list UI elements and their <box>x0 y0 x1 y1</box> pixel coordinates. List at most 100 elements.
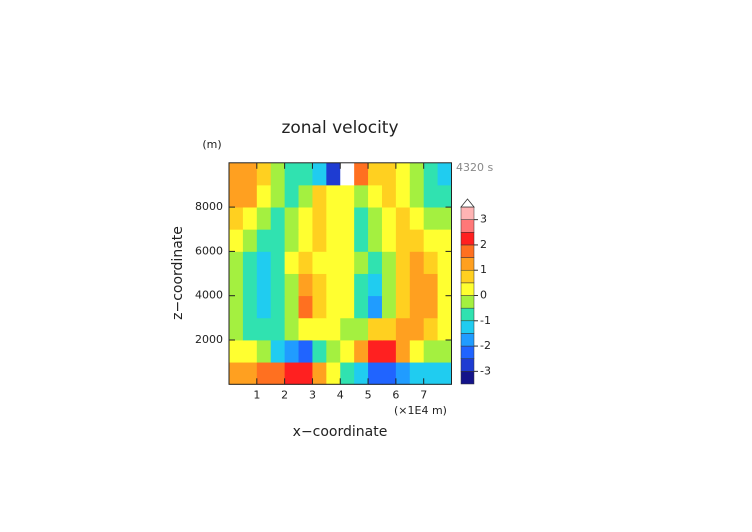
cell <box>326 295 341 319</box>
cell <box>409 251 425 274</box>
colorbar-box <box>460 269 475 284</box>
cell <box>381 229 397 252</box>
cell <box>242 362 258 385</box>
colorbar-box <box>460 333 475 347</box>
cell <box>256 340 272 363</box>
cell <box>284 340 299 363</box>
cell <box>340 251 355 274</box>
cell <box>229 362 244 385</box>
cell <box>326 317 341 341</box>
y-tick-label: 4000 <box>195 289 223 302</box>
cell <box>409 273 425 297</box>
cell <box>340 317 355 341</box>
cell <box>354 184 369 208</box>
colorbar-box <box>460 282 475 296</box>
x-tick-label: 3 <box>309 388 316 401</box>
cell <box>326 340 341 363</box>
chart-title: zonal velocity <box>281 118 398 138</box>
cell <box>381 317 397 341</box>
cell <box>395 162 411 186</box>
cell <box>354 362 369 385</box>
cell <box>340 184 355 208</box>
cell <box>437 229 452 252</box>
x-tick-label: 6 <box>392 388 399 401</box>
cell <box>423 184 438 208</box>
cell <box>312 251 327 274</box>
cell <box>340 273 355 297</box>
cell <box>270 162 286 186</box>
cell <box>409 162 425 186</box>
x-tick-label: 4 <box>337 388 344 401</box>
colorbar-box <box>460 244 475 258</box>
cell <box>229 251 244 274</box>
cell <box>368 273 383 297</box>
cell <box>354 273 369 297</box>
cell <box>395 273 411 297</box>
cell <box>437 340 452 363</box>
cell <box>354 317 369 341</box>
cell <box>284 251 299 274</box>
cell <box>368 317 383 341</box>
cell <box>284 317 299 341</box>
cell <box>409 362 425 385</box>
cell <box>395 229 411 252</box>
cell <box>340 207 355 230</box>
y-tick-label: 6000 <box>195 244 223 257</box>
cell <box>326 207 341 230</box>
colorbar-tick-label: -2 <box>480 339 491 352</box>
cell <box>368 207 383 230</box>
cell <box>312 273 327 297</box>
cell <box>284 295 299 319</box>
cell <box>409 340 425 363</box>
cell <box>256 229 272 252</box>
colorbar-box <box>460 232 475 246</box>
cell <box>284 229 299 252</box>
cell <box>340 295 355 319</box>
cell <box>284 207 299 230</box>
cell <box>423 340 438 363</box>
cell <box>270 317 286 341</box>
cell <box>270 207 286 230</box>
colorbar-box <box>460 307 475 322</box>
colorbar-tick-label: -3 <box>480 364 491 377</box>
cell <box>381 184 397 208</box>
cell <box>242 251 258 274</box>
cell <box>354 251 369 274</box>
cell <box>298 229 313 252</box>
colorbar-box <box>460 320 475 334</box>
cell <box>326 362 341 385</box>
cell <box>270 273 286 297</box>
cell <box>270 362 286 385</box>
cell <box>395 295 411 319</box>
cell <box>256 207 272 230</box>
cell <box>340 229 355 252</box>
cell <box>354 162 369 186</box>
cell <box>409 207 425 230</box>
cell <box>368 162 383 186</box>
cell <box>284 273 299 297</box>
colorbar-tick-label: 3 <box>480 213 487 226</box>
cell <box>354 207 369 230</box>
cell <box>298 251 313 274</box>
cell <box>368 362 383 385</box>
cell <box>340 362 355 385</box>
cell <box>437 362 452 385</box>
cell <box>437 273 452 297</box>
y-axis-label: z−coordinate <box>170 226 186 320</box>
cell <box>229 162 244 186</box>
cell <box>395 317 411 341</box>
cell <box>409 184 425 208</box>
cell <box>256 184 272 208</box>
colorbar-box <box>460 219 475 233</box>
cell <box>270 295 286 319</box>
colorbar-box <box>460 295 475 309</box>
cell <box>298 207 313 230</box>
cell <box>381 251 397 274</box>
cell <box>381 362 397 385</box>
cell <box>437 162 452 186</box>
cell <box>423 273 438 297</box>
x-tick-label: 2 <box>281 388 288 401</box>
cell <box>284 162 299 186</box>
cell <box>368 251 383 274</box>
